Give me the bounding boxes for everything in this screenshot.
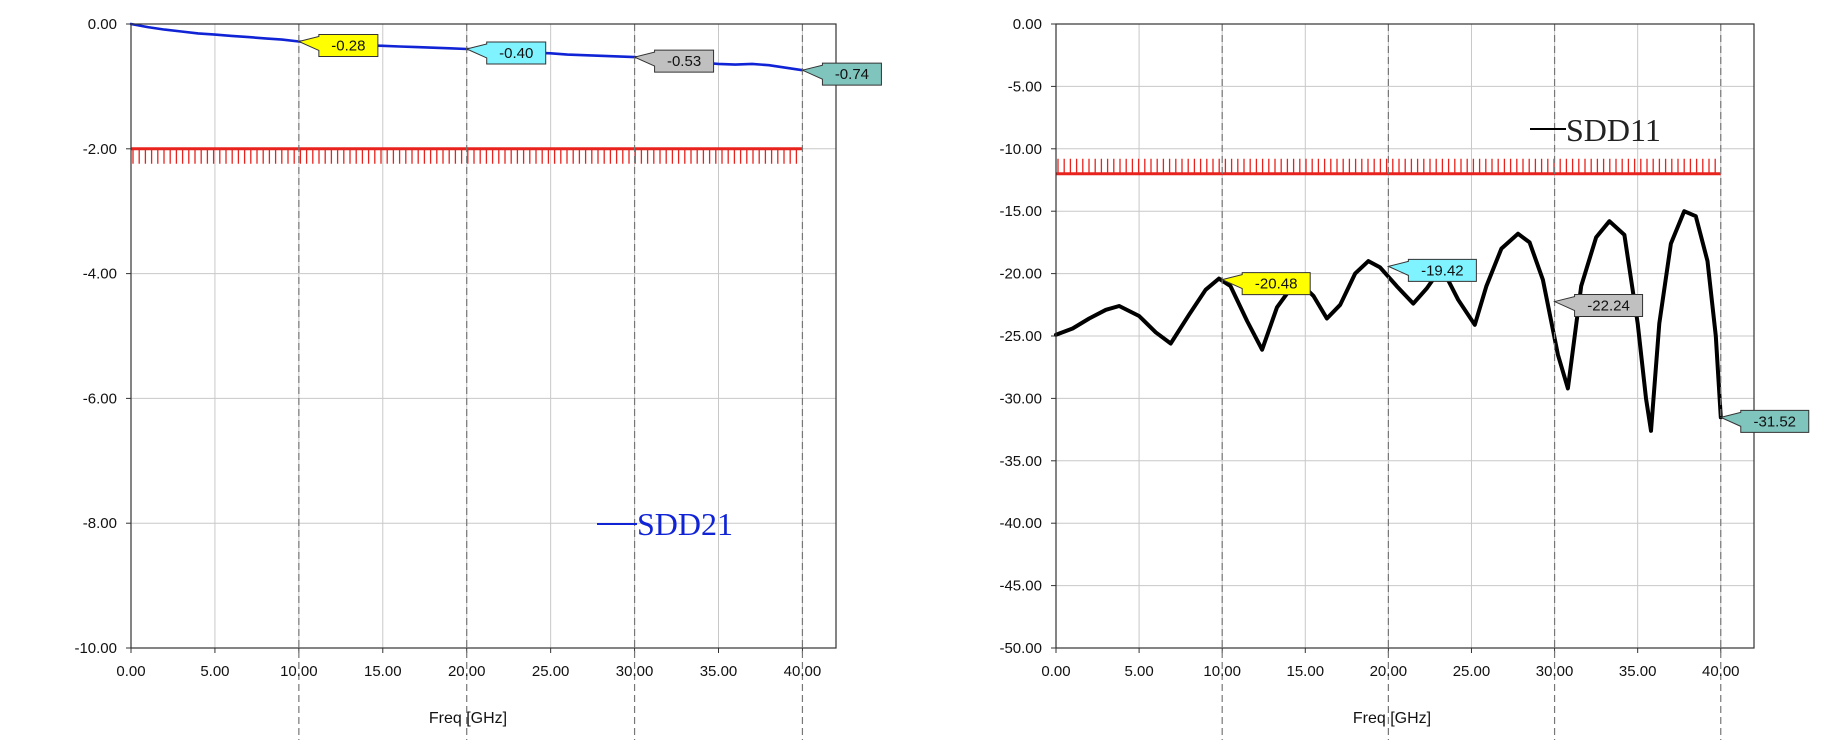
sdd11-series-group bbox=[1054, 209, 1723, 433]
sdd11-y-tick-label: -10.00 bbox=[999, 141, 1042, 158]
sdd21-x-tick-label: 35.00 bbox=[700, 663, 738, 680]
sdd21-x-tick-labels: 0.00 5.00 10.00 15.00 20.00 25.00 30.00 35.00 40… bbox=[116, 663, 821, 680]
sdd11-x-tick-label: 10.00 bbox=[1203, 663, 1241, 680]
sdd21-marker-box bbox=[297, 33, 379, 57]
sdd21-x-tick-label: 25.00 bbox=[532, 663, 570, 680]
sdd11-marker-box bbox=[1553, 294, 1644, 318]
sdd21-y-tick-label: -10.00 bbox=[74, 640, 117, 657]
sdd11-marker-box bbox=[1719, 409, 1810, 433]
sdd11-marker-box bbox=[1220, 272, 1311, 296]
sdd11-marker-label: -20.48 bbox=[1255, 276, 1298, 293]
sdd21-marker-box bbox=[465, 41, 547, 65]
sdd11-marker-label: -22.24 bbox=[1587, 298, 1630, 315]
sdd21-x-tick-label: 5.00 bbox=[200, 663, 229, 680]
sdd21-x-tick-label: 0.00 bbox=[116, 663, 145, 680]
sdd21-marker-label: -0.53 bbox=[667, 53, 701, 70]
sdd11-y-tick-label: -5.00 bbox=[1008, 78, 1042, 95]
sdd11-x-tick-label: 40.00 bbox=[1702, 663, 1740, 680]
sdd21-y-tick-label: -6.00 bbox=[83, 390, 117, 407]
sdd21-marker-box bbox=[633, 49, 715, 73]
sdd21-y-tick-label: -2.00 bbox=[83, 141, 117, 158]
sdd11-marker-labels: -20.48 -19.42 -22.24 -31.52 bbox=[1220, 258, 1810, 433]
sdd21-x-tick-label: 10.00 bbox=[280, 663, 318, 680]
sdd11-marker-lines bbox=[1221, 24, 1722, 740]
sdd11-x-tick-label: 25.00 bbox=[1453, 663, 1491, 680]
sdd11-y-tick-label: -50.00 bbox=[999, 640, 1042, 657]
sdd21-marker-label: -0.28 bbox=[331, 37, 365, 54]
sdd21-marker-label: -0.40 bbox=[499, 45, 533, 62]
sdd21-frame-rect bbox=[130, 23, 837, 649]
sdd11-x-axis-label: Freq [GHz] bbox=[1353, 710, 1431, 727]
sdd21-legend: SDD21 bbox=[597, 506, 733, 542]
sdd11-x-tick-labels: 0.00 5.00 10.00 15.00 20.00 25.00 30.00 35.00 40… bbox=[1041, 663, 1739, 680]
sdd21-chart: -0.28 -0.40 -0.53 -0.74 0.00 5.00 10.00 15.00 2… bbox=[74, 16, 882, 740]
sdd21-y-tick-label: -4.00 bbox=[83, 266, 117, 283]
sdd11-y-tick-label: -15.00 bbox=[999, 203, 1042, 220]
sdd21-x-tick-label: 15.00 bbox=[364, 663, 402, 680]
sdd11-x-tick-label: 0.00 bbox=[1041, 663, 1070, 680]
sdd11-x-tick-label: 35.00 bbox=[1619, 663, 1657, 680]
sdd11-x-tick-label: 5.00 bbox=[1124, 663, 1153, 680]
sdd11-y-tick-label: -35.00 bbox=[999, 453, 1042, 470]
sdd11-legend: SDD11 bbox=[1530, 112, 1661, 148]
sdd11-y-tick-labels: 0.00 -5.00 -10.00 -15.00 -20.00 -25.00 -30.00 -… bbox=[999, 16, 1042, 657]
sdd21-y-tick-labels: 0.00 -2.00 -4.00 -6.00 -8.00 -10.00 bbox=[74, 16, 117, 657]
sdd11-x-tick-label: 30.00 bbox=[1536, 663, 1574, 680]
sdd21-x-tick-label: 20.00 bbox=[448, 663, 486, 680]
sdd21-limit-hatch bbox=[132, 148, 798, 164]
sdd11-y-tick-label: -20.00 bbox=[999, 266, 1042, 283]
sdd11-marker-label: -31.52 bbox=[1753, 413, 1796, 430]
sdd11-y-tick-label: 0.00 bbox=[1013, 16, 1042, 33]
sdd11-y-tick-label: -30.00 bbox=[999, 390, 1042, 407]
sdd11-y-tick-label: -40.00 bbox=[999, 515, 1042, 532]
sdd21-plot-frame bbox=[130, 23, 837, 649]
sdd11-marker-label: -19.42 bbox=[1421, 262, 1464, 279]
sdd11-x-tick-label: 20.00 bbox=[1370, 663, 1408, 680]
sdd21-legend-label: SDD21 bbox=[637, 506, 733, 542]
sdd11-y-tick-label: -45.00 bbox=[999, 578, 1042, 595]
sdd21-marker-labels: -0.28 -0.40 -0.53 -0.74 bbox=[297, 33, 882, 86]
sdd11-x-tick-label: 15.00 bbox=[1287, 663, 1325, 680]
sdd21-y-tick-label: -8.00 bbox=[83, 515, 117, 532]
sdd21-y-tick-label: 0.00 bbox=[88, 16, 117, 33]
sdd11-chart: -20.48 -19.42 -22.24 -31.52 0.00 5.00 10.00 15… bbox=[999, 16, 1810, 740]
sdd21-x-axis-label: Freq [GHz] bbox=[429, 710, 507, 727]
sdd11-series-line bbox=[1054, 209, 1723, 433]
sdd21-x-tick-label: 40.00 bbox=[784, 663, 822, 680]
sdd21-x-tick-label: 30.00 bbox=[616, 663, 654, 680]
sdd21-marker-lines bbox=[298, 24, 804, 740]
sdd21-marker-box bbox=[800, 62, 882, 86]
sdd11-y-tick-label: -25.00 bbox=[999, 328, 1042, 345]
sdd11-frame-rect bbox=[1055, 23, 1755, 649]
sdd11-plot-frame bbox=[1055, 23, 1755, 649]
sdd11-legend-label: SDD11 bbox=[1566, 112, 1661, 148]
sdd11-marker-box bbox=[1386, 258, 1477, 282]
sdd11-limit-hatch bbox=[1057, 158, 1716, 174]
sdd21-marker-label: -0.74 bbox=[835, 66, 869, 83]
